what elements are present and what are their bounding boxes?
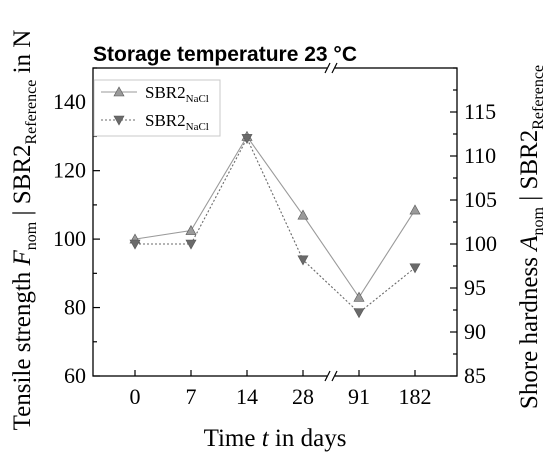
y-left-axis-label: Tensile strength Fnom | SBR2Reference in…	[9, 30, 40, 431]
x-axis-label: Time t in days	[204, 425, 347, 452]
y-left-tick-label: 80	[64, 295, 86, 320]
series-2-marker	[353, 308, 365, 319]
axis-break-mark	[324, 62, 331, 74]
x-tick-label: 91	[348, 384, 370, 409]
axis-break-gap	[327, 63, 335, 73]
legend-label-1: SBR2NaCl	[145, 83, 209, 105]
series-1-marker	[297, 209, 309, 220]
x-tick-label: 7	[186, 384, 197, 409]
x-tick-label: 182	[399, 384, 432, 409]
axis-break-mark	[324, 370, 331, 382]
series-line-1	[134, 135, 416, 299]
y-left-tick-label: 60	[64, 363, 86, 388]
series-1-marker	[185, 224, 197, 235]
legend-label-2: SBR2NaCl	[145, 111, 209, 133]
series-2-marker	[409, 263, 421, 274]
legend-marker-1	[113, 86, 125, 97]
y-right-axis-label: Shore hardness Anom | SBR2Reference	[516, 65, 547, 409]
y-right-tick-label: 110	[464, 143, 496, 168]
series-1-marker	[409, 204, 421, 215]
series-line-2	[135, 137, 416, 314]
axis-break-gap	[327, 371, 335, 381]
x-tick-label: 28	[292, 384, 314, 409]
y-right-tick-label: 100	[464, 231, 497, 256]
series-2-marker	[297, 255, 309, 266]
series-1-marker	[353, 291, 365, 302]
y-left-tick-label: 120	[53, 158, 86, 183]
y-right-tick-label: 90	[464, 319, 486, 344]
axis-break-mark	[331, 370, 338, 382]
legend-box	[93, 79, 221, 137]
chart-title: Storage temperature 23 °C	[93, 43, 357, 66]
y-right-tick-label: 105	[464, 187, 497, 212]
x-tick-label: 0	[130, 384, 141, 409]
y-right-tick-label: 85	[464, 363, 486, 388]
axis-break-mark	[331, 62, 338, 74]
y-right-tick-label: 115	[464, 99, 496, 124]
series-2-marker	[185, 239, 197, 250]
x-tick-label: 14	[236, 384, 258, 409]
series-2-marker	[129, 239, 141, 250]
y-right-tick-label: 95	[464, 275, 486, 300]
y-left-tick-label: 100	[53, 226, 86, 251]
series-2-marker	[241, 134, 253, 145]
y-left-tick-label: 140	[53, 89, 86, 114]
legend-marker-2	[113, 115, 125, 126]
